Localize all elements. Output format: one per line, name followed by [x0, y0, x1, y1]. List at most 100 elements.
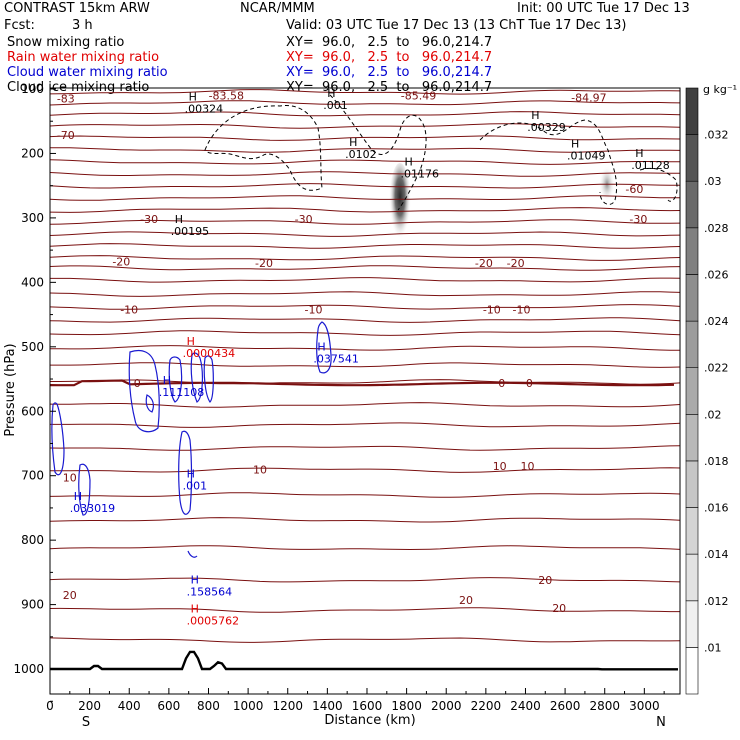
temperature-contour-label: 20: [459, 594, 473, 607]
cloud-ice-contour: [329, 94, 427, 211]
x-tick-label: 1800: [391, 699, 422, 713]
x-tick-label: 0: [46, 699, 54, 713]
colorbar-tick-label: .032: [704, 129, 729, 142]
temperature-contour-label: -83: [57, 93, 75, 106]
y-tick-label: 1000: [13, 662, 44, 676]
temperature-contour-label: -70: [57, 129, 75, 142]
x-tick-label: 200: [78, 699, 101, 713]
cloud-water-contour: [78, 463, 91, 516]
isotherm-line: [50, 317, 680, 323]
isotherm-line: [50, 89, 680, 95]
init-time: Init: 00 UTC Tue 17 Dec 13: [517, 1, 690, 16]
maximum-marker: H: [74, 490, 82, 503]
pressure-axis: 100 200 300 400 500 600 700 800 900 1000: [13, 82, 56, 702]
isotherm-line: [50, 637, 680, 643]
colorbar-tick-label: .022: [704, 362, 729, 375]
isotherm-line: [50, 607, 680, 613]
temperature-contour-label: -10: [120, 303, 138, 316]
maximum-marker: H: [187, 335, 195, 348]
isotherm-line: [50, 402, 680, 408]
maximum-marker: H: [317, 340, 325, 353]
maximum-value-label: .0000434: [183, 347, 236, 360]
temperature-contour-label: 10: [493, 460, 507, 473]
maximum-value-label: .001: [183, 479, 208, 492]
isotherm-line: [50, 467, 680, 473]
temperature-contour-label: 10: [521, 460, 535, 473]
cloud-water-contour: [203, 355, 214, 403]
temperature-contour-label: -83.58: [209, 89, 244, 102]
temperature-contour-label: 0: [526, 377, 533, 390]
x-tick-label: 2800: [589, 699, 620, 713]
temperature-contour-label: 20: [63, 589, 77, 602]
x-tick-label: 400: [118, 699, 141, 713]
maximum-marker: H: [189, 90, 197, 103]
maximum-value-label: .111108: [159, 386, 205, 399]
isotherm-line: [50, 123, 680, 129]
temperature-contour-label: -20: [475, 257, 493, 270]
x-tick-label: 1400: [312, 699, 343, 713]
temperature-contour-label: -60: [625, 183, 643, 196]
isotherm-line: [50, 545, 680, 551]
colorbar-segment: [685, 180, 699, 229]
colorbar: .01 .012 .014 .016 .018 .02 .022 .024 .026 .028 .0…: [685, 87, 729, 695]
maximum-marker: H: [405, 155, 413, 168]
maximum-value-label: .00324: [185, 102, 224, 115]
temperature-contour-label: -30: [629, 213, 647, 226]
cloud-water-contour: [190, 352, 203, 403]
isotherm-line: [50, 345, 680, 351]
forecast-label: Fcst:: [4, 18, 35, 33]
distance-axis: 0 200 400 600 800 1000 1200 1400 1600 1800 2000 220…: [46, 688, 665, 713]
x-tick-label: 800: [197, 699, 220, 713]
isotherm-line: [50, 492, 680, 498]
isotherm-line: [50, 183, 680, 189]
isotherm-line: [50, 147, 680, 153]
cloud-water-contour: [145, 394, 154, 413]
colorbar-tick-label: .024: [704, 315, 729, 328]
colorbar-tick-label: .018: [704, 455, 729, 468]
temperature-contour-label: -20: [255, 257, 273, 270]
maximum-marker: H: [187, 467, 195, 480]
temperature-contour-label: -10: [305, 303, 323, 316]
colorbar-segment: [685, 274, 699, 322]
isotherm-line: [50, 277, 680, 283]
snow-max-shading: [389, 163, 411, 247]
field-name-rain: Rain water mixing ratio: [7, 50, 160, 65]
field-xy-rain: XY= 96.0, 2.5 to 96.0,214.7: [286, 50, 493, 65]
y-tick-label: 400: [21, 275, 44, 289]
temperature-contour-label: -10: [483, 303, 501, 316]
org-label: NCAR/MMM: [240, 1, 315, 16]
cloud-water-contour: [128, 349, 160, 433]
cloud-ice-contour: [204, 105, 323, 191]
temperature-contour-label: 0: [498, 377, 505, 390]
x-tick-label: 2000: [431, 699, 462, 713]
colorbar-segment: [685, 227, 699, 275]
plot-frame: [49, 87, 681, 695]
isotherm-line: [50, 422, 680, 428]
isotherm-line: [50, 379, 680, 385]
y-tick-label: 600: [21, 404, 44, 418]
cloud-water-contours: [51, 321, 332, 558]
temperature-contour-label: 10: [63, 472, 77, 485]
isotherm-line: [50, 265, 680, 271]
isotherm-line: [50, 577, 680, 583]
colorbar-tick-label: .03: [704, 175, 722, 188]
isotherm-line: [50, 135, 680, 141]
maximum-value-label: .0005762: [187, 615, 240, 628]
maximum-marker: H: [531, 109, 539, 122]
maximum-value-label: .00329: [527, 121, 566, 134]
isotherm-line: [50, 362, 680, 368]
field-name-snow: Snow mixing ratio: [7, 35, 125, 50]
plot-header: CONTRAST 15km ARW NCAR/MMM Init: 00 UTC …: [0, 0, 740, 96]
isotherm-line: [50, 330, 680, 336]
cloud-water-contour: [187, 550, 198, 558]
isotherm-line: [50, 304, 680, 310]
maximum-value-label: .01128: [631, 159, 670, 172]
x-tick-label: 2400: [510, 699, 541, 713]
isotherm-line: [50, 111, 680, 117]
colorbar-tick-label: .012: [704, 595, 729, 608]
isotherm-line: [50, 243, 680, 249]
x-tick-label: 1200: [272, 699, 303, 713]
cloud-ice-contours: [204, 94, 678, 211]
colorbar-tick-label: .02: [704, 408, 722, 421]
